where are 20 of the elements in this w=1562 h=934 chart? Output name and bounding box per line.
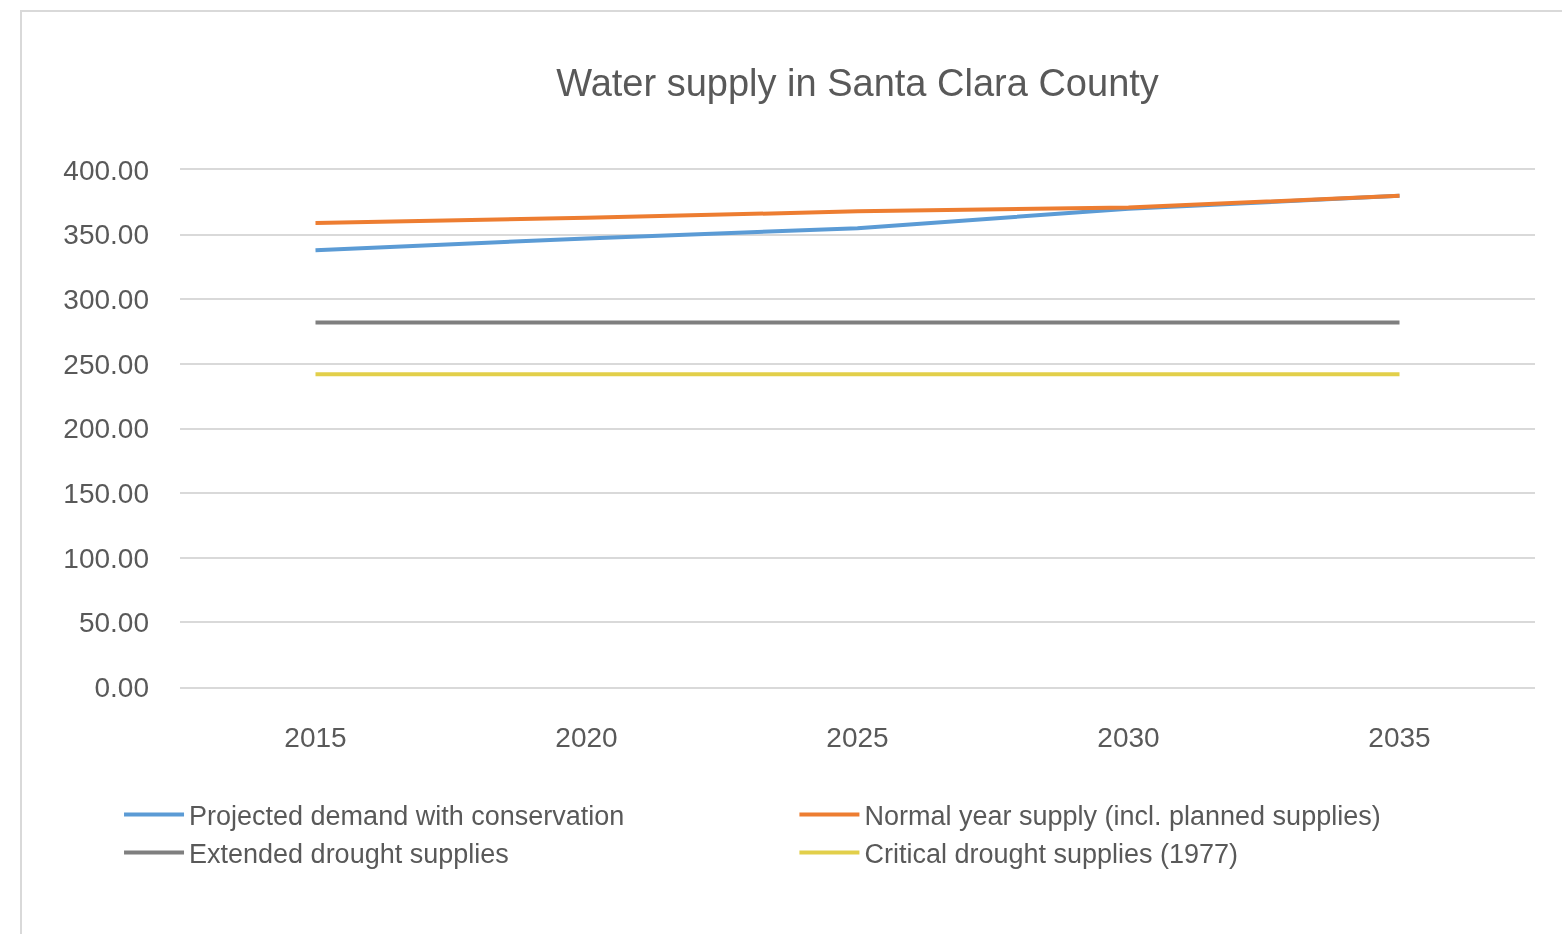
y-tick-label: 150.00 — [63, 477, 149, 509]
x-tick-label: 2030 — [1097, 721, 1160, 753]
y-tick-label: 50.00 — [78, 607, 149, 639]
chart-title: Water supply in Santa Clara County — [556, 62, 1159, 105]
x-tick-label: 2020 — [555, 721, 618, 753]
y-tick-label: 350.00 — [63, 219, 149, 251]
x-tick-label: 2025 — [826, 721, 889, 753]
x-tick-label: 2035 — [1368, 721, 1431, 753]
x-tick-label: 2015 — [284, 721, 347, 753]
y-tick-label: 400.00 — [63, 154, 149, 186]
legend-label: Projected demand with conservation — [189, 800, 625, 831]
y-tick-label: 100.00 — [63, 542, 149, 574]
legend-label: Normal year supply (incl. planned supplies) — [864, 800, 1381, 831]
y-tick-label: 200.00 — [63, 413, 149, 445]
legend-label: Critical drought supplies (1977) — [864, 839, 1239, 870]
legend-label: Extended drought supplies — [189, 839, 509, 870]
y-tick-label: 250.00 — [63, 348, 149, 380]
line-series — [313, 193, 1402, 225]
y-tick-label: 0.00 — [94, 671, 149, 703]
y-tick-label: 300.00 — [63, 284, 149, 316]
